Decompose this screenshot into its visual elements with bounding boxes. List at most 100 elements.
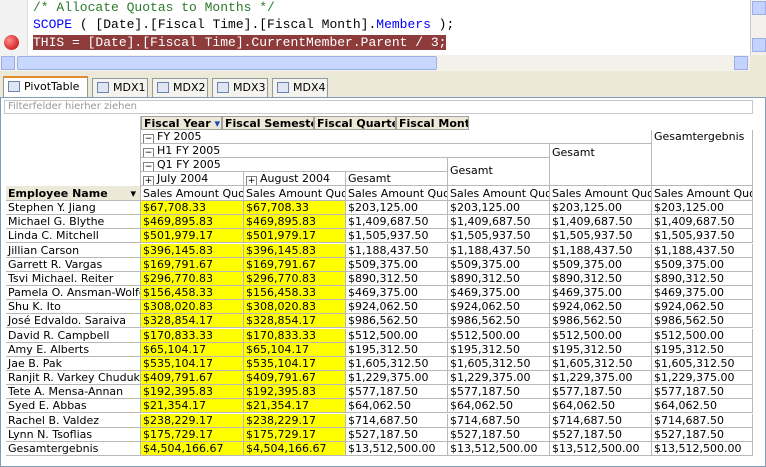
- value-cell: $203,125.00: [448, 201, 550, 216]
- value-cell: $469,375.00: [652, 286, 753, 301]
- field-button[interactable]: Fiscal Quarter: [314, 116, 396, 130]
- dropdown-arrow[interactable]: ▾: [130, 187, 136, 200]
- value-cell: $577,187.50: [550, 385, 652, 400]
- value-cell: $1,505,937.50: [448, 229, 550, 244]
- measure-header: Sales Amount Quota: [448, 186, 550, 201]
- highlighted-statement: THIS = [Date].[Fiscal Time].CurrentMembe…: [33, 35, 447, 50]
- pivot-table: Filterfelder hierher ziehen Fiscal Year …: [0, 97, 766, 467]
- field-button[interactable]: Fiscal Semester: [222, 116, 314, 130]
- value-cell: $64,062.50: [550, 399, 652, 414]
- tab-icon: [277, 82, 289, 93]
- value-cell: $1,409,687.50: [652, 215, 753, 230]
- value-cell: $64,062.50: [448, 399, 550, 414]
- value-cell: $13,512,500.00: [448, 441, 550, 456]
- measure-header: Sales Amount Quota: [141, 186, 244, 201]
- vertical-scrollbar[interactable]: [750, 0, 766, 55]
- value-cell: $577,187.50: [652, 385, 753, 400]
- value-cell: $328,854.17: [141, 314, 244, 329]
- scroll-left[interactable]: [1, 56, 15, 70]
- value-cell: $156,458.33: [141, 286, 244, 301]
- value-cell: $396,145.83: [244, 243, 346, 258]
- value-cell: $924,062.50: [346, 300, 448, 315]
- measure-header: Sales Amount Quota: [550, 186, 652, 201]
- scroll-right[interactable]: [734, 56, 748, 70]
- tab[interactable]: MDX1: [92, 78, 148, 97]
- field-button[interactable]: Fiscal Month: [396, 116, 469, 130]
- value-cell: $512,500.00: [550, 328, 652, 343]
- code-editor[interactable]: /* Allocate Quotas to Months */ SCOPE ( …: [0, 0, 750, 55]
- tab-icon: [157, 82, 169, 93]
- measure-header: Sales Amount Quota: [346, 186, 448, 201]
- code-line: /* Allocate Quotas to Months */: [33, 0, 275, 16]
- value-cell: $1,229,375.00: [652, 371, 753, 386]
- value-cell: $192,395.83: [244, 385, 346, 400]
- row-header: Tsvi Michael. Reiter: [6, 271, 141, 286]
- tab[interactable]: MDX3: [212, 78, 268, 97]
- value-cell: $192,395.83: [141, 385, 244, 400]
- scroll-down[interactable]: [752, 38, 766, 52]
- scroll-thumb[interactable]: [17, 56, 437, 70]
- filter-drop-zone[interactable]: Filterfelder hierher ziehen: [4, 100, 753, 114]
- value-cell: $577,187.50: [448, 385, 550, 400]
- value-cell: $1,605,312.50: [550, 356, 652, 371]
- expand-toggle[interactable]: −: [143, 162, 154, 172]
- row-header: Pamela O. Ansman-Wolfe: [6, 286, 141, 301]
- value-cell: $4,504,166.67: [244, 441, 346, 456]
- value-cell: $238,229.17: [244, 413, 346, 428]
- value-cell: $409,791.67: [244, 371, 346, 386]
- value-cell: $1,505,937.50: [652, 229, 753, 244]
- value-cell: $1,188,437.50: [448, 243, 550, 258]
- value-cell: $512,500.00: [652, 328, 753, 343]
- code-text: ( [Date].[Fiscal Time].[Fiscal Month].: [72, 17, 377, 32]
- measure-header: Sales Amount Quota: [652, 186, 753, 201]
- value-cell: $986,562.50: [448, 314, 550, 329]
- column-header: Gesamtergebnis: [652, 130, 753, 186]
- horizontal-scrollbar[interactable]: [0, 55, 750, 71]
- column-header: Gesamt: [448, 158, 550, 186]
- row-header: David R. Campbell: [6, 328, 141, 343]
- value-cell: $501,979.17: [141, 229, 244, 244]
- value-cell: $21,354.17: [141, 399, 244, 414]
- value-cell: $1,229,375.00: [346, 371, 448, 386]
- value-cell: $195,312.50: [346, 342, 448, 357]
- value-cell: $509,375.00: [346, 257, 448, 272]
- expand-toggle[interactable]: −: [143, 148, 154, 158]
- measure-header: Sales Amount Quota: [244, 186, 346, 201]
- tab[interactable]: MDX2: [152, 78, 208, 97]
- value-cell: $469,375.00: [448, 286, 550, 301]
- tab[interactable]: PivotTable: [3, 76, 88, 98]
- value-cell: $890,312.50: [346, 271, 448, 286]
- value-cell: $469,895.83: [244, 215, 346, 230]
- code-line: SCOPE ( [Date].[Fiscal Time].[Fiscal Mon…: [33, 17, 454, 33]
- value-cell: $986,562.50: [652, 314, 753, 329]
- code-line: THIS = [Date].[Fiscal Time].CurrentMembe…: [33, 35, 447, 51]
- dropdown-arrow[interactable]: ▾: [210, 117, 220, 130]
- value-cell: $64,062.50: [346, 399, 448, 414]
- value-cell: $409,791.67: [141, 371, 244, 386]
- scroll-up[interactable]: [752, 1, 766, 15]
- value-cell: $1,409,687.50: [346, 215, 448, 230]
- value-cell: $714,687.50: [448, 413, 550, 428]
- value-cell: $535,104.17: [244, 356, 346, 371]
- tab-icon: [97, 82, 109, 93]
- value-cell: $512,500.00: [346, 328, 448, 343]
- value-cell: $203,125.00: [346, 201, 448, 216]
- expand-toggle[interactable]: +: [246, 176, 257, 186]
- value-cell: $203,125.00: [550, 201, 652, 216]
- expand-toggle[interactable]: +: [143, 176, 154, 186]
- value-cell: $1,188,437.50: [346, 243, 448, 258]
- row-header: Stephen Y. Jiang: [6, 201, 141, 216]
- tab[interactable]: MDX4: [272, 78, 328, 97]
- row-header: Jillian Carson: [6, 243, 141, 258]
- value-cell: $64,062.50: [652, 399, 753, 414]
- row-header: Syed E. Abbas: [6, 399, 141, 414]
- breakpoint[interactable]: [4, 35, 19, 50]
- row-header: Linda C. Mitchell: [6, 229, 141, 244]
- value-cell: $577,187.50: [346, 385, 448, 400]
- value-cell: $1,505,937.50: [550, 229, 652, 244]
- value-cell: $1,605,312.50: [652, 356, 753, 371]
- expand-toggle[interactable]: −: [143, 134, 154, 144]
- field-button[interactable]: Fiscal Year ▾: [141, 116, 222, 130]
- value-cell: $890,312.50: [550, 271, 652, 286]
